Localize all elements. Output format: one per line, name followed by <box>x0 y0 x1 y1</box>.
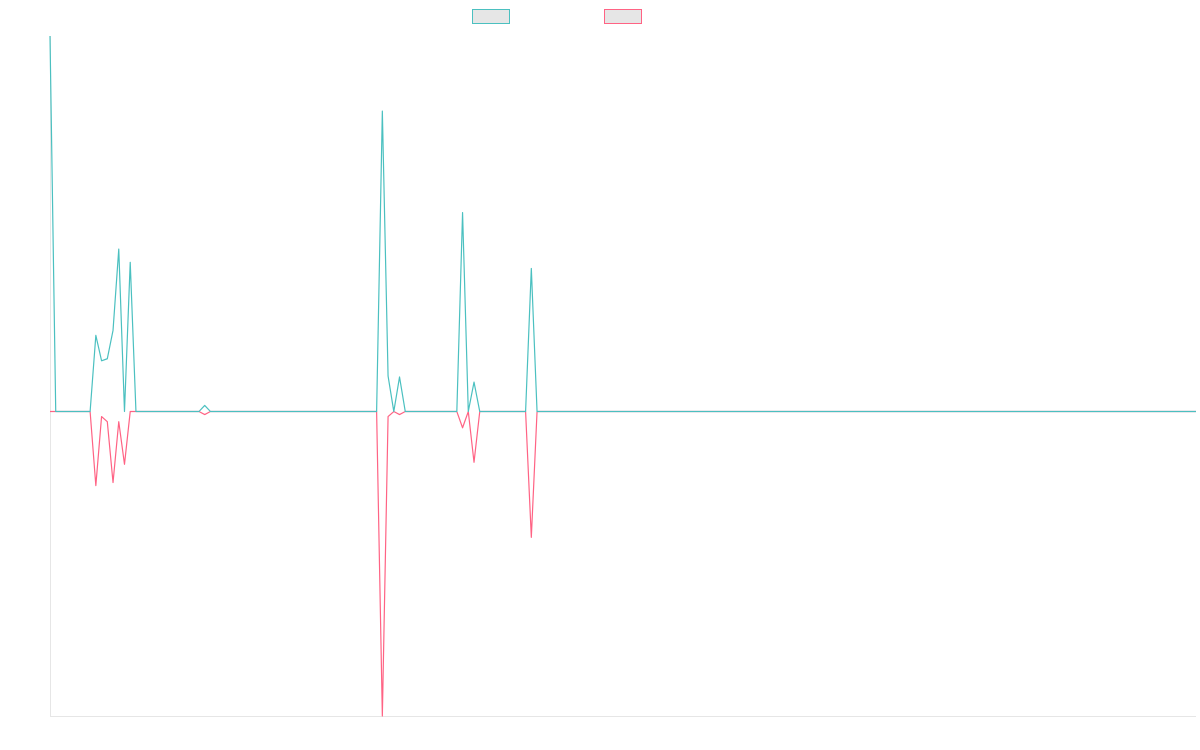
legend-swatch-series-1[interactable] <box>472 9 510 24</box>
series-layer <box>49 35 1196 717</box>
series-line-1[interactable] <box>49 35 1196 413</box>
series-line-2[interactable] <box>50 410 1196 717</box>
legend-swatch-series-2[interactable] <box>604 9 642 24</box>
